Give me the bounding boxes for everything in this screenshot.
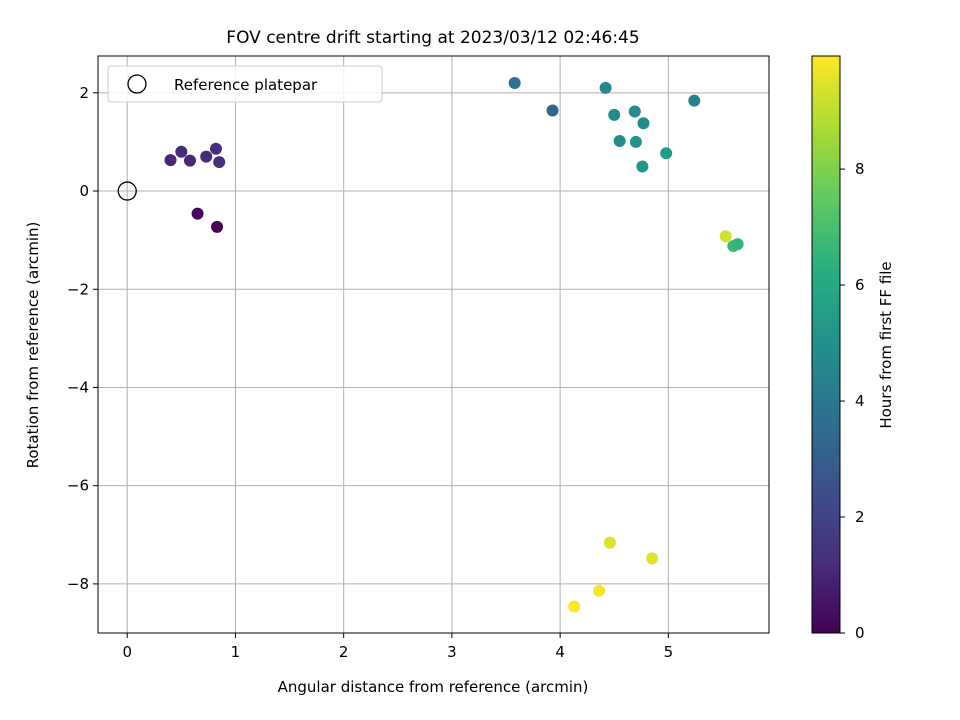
data-point [608,108,621,121]
data-point [646,552,659,565]
data-point [719,230,732,243]
y-tick-label: 2 [79,84,89,102]
data-point [629,135,642,148]
colorbar [811,55,841,634]
colorbar-label: Hours from first FF file [877,261,895,428]
data-point [164,154,177,167]
colorbar-tick-label: 2 [855,508,865,526]
data-point [546,104,559,117]
x-axis-label: Angular distance from reference (arcmin) [278,678,589,696]
y-axis-label: Rotation from reference (arcmin) [24,222,42,469]
data-point [213,156,226,169]
x-tick-label: 2 [339,643,349,661]
grid-lines [98,56,769,633]
colorbar-tick-label: 6 [855,276,865,294]
legend-box [107,65,383,103]
x-tick-label: 5 [664,643,674,661]
y-tick-label: −6 [67,477,89,495]
colorbar-tick-label: 8 [855,160,865,178]
x-tick-label: 1 [231,643,241,661]
data-point [731,238,744,251]
data-point [200,150,213,163]
data-point [183,154,196,167]
x-tick-label: 3 [447,643,457,661]
scatter-points [164,77,744,613]
reference-point-circle [117,181,137,201]
legend-open-circle-marker [127,74,147,94]
reference-platepar-marker [117,181,137,201]
y-tick-label: 0 [79,182,89,200]
data-point [568,600,581,613]
legend: Reference platepar [107,65,383,103]
legend-label: Reference platepar [174,76,318,94]
data-point [191,207,204,220]
data-point [603,536,616,549]
data-point [636,160,649,173]
data-point [637,117,650,130]
x-axis-ticks: 0 1 2 3 4 5 [122,633,673,661]
plot-frame [97,55,770,634]
data-point [613,134,626,147]
data-point [593,584,606,597]
y-tick-label: −8 [67,575,89,593]
data-point [209,142,222,155]
y-axis-ticks: −8 −6 −4 −2 0 2 [67,84,98,593]
data-point [599,81,612,94]
data-point [628,105,641,118]
x-tick-label: 4 [555,643,565,661]
y-tick-label: −2 [67,280,89,298]
data-point [660,147,673,160]
colorbar-tick-label: 0 [855,624,865,642]
x-tick-label: 0 [122,643,132,661]
y-tick-label: −4 [67,378,89,396]
data-point [508,77,521,90]
colorbar-ticks: 0 2 4 6 8 [840,160,865,642]
colorbar-tick-label: 4 [855,392,865,410]
data-point [175,145,188,158]
data-point [688,94,701,107]
data-point [211,220,224,233]
chart-title: FOV centre drift starting at 2023/03/12 … [226,28,639,48]
